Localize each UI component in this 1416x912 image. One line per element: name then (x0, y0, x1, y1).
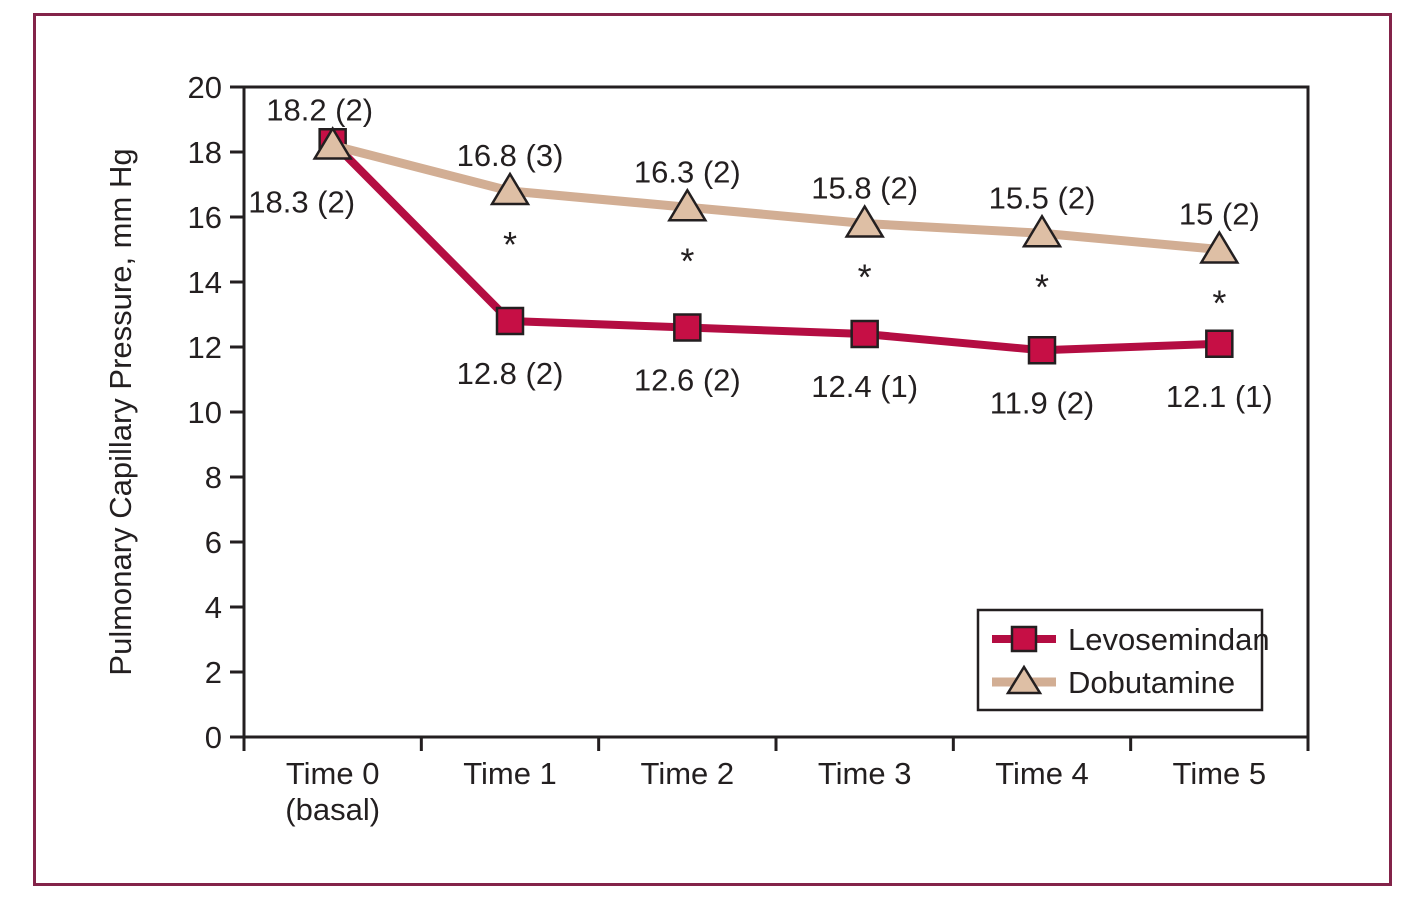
square-marker (673, 313, 702, 342)
significance-asterisk: * (680, 240, 694, 281)
significance-asterisk: * (503, 224, 517, 265)
y-tick-label: 14 (188, 265, 222, 300)
y-tick-label: 8 (205, 460, 222, 495)
y-tick-label: 12 (188, 330, 222, 365)
y-tick-label: 10 (188, 395, 222, 430)
point-label: 12.8 (2) (457, 356, 564, 391)
point-label: 15 (2) (1179, 197, 1260, 232)
point-label: 16.8 (3) (457, 138, 564, 173)
point-label: 11.9 (2) (990, 385, 1095, 420)
point-label: 18.2 (2) (266, 93, 373, 128)
legend-label-dobutamine: Dobutamine (1068, 665, 1235, 700)
x-category-label: Time 1 (463, 756, 557, 791)
y-tick-label: 2 (205, 655, 222, 690)
legend-square-marker (1010, 625, 1038, 653)
significance-asterisk: * (1035, 266, 1049, 307)
y-tick-label: 18 (188, 135, 222, 170)
square-marker (1205, 329, 1234, 358)
point-label: 18.3 (2) (248, 184, 355, 219)
point-label: 16.3 (2) (634, 154, 741, 189)
x-category-label: Time 3 (818, 756, 912, 791)
point-label: 12.4 (1) (811, 369, 918, 404)
square-marker (1027, 336, 1057, 365)
triangle-marker (489, 171, 531, 206)
significance-asterisk: * (1212, 283, 1226, 324)
point-label: 15.5 (2) (989, 180, 1096, 215)
x-category-label: Time 2 (641, 756, 735, 791)
square-marker (495, 306, 525, 336)
legend-triangle-marker (1005, 664, 1043, 695)
series-line-levosemindan (329, 139, 1220, 355)
x-category-label: Time 5 (1173, 756, 1267, 791)
x-category-label: (basal) (285, 792, 380, 827)
y-tick-label: 16 (188, 200, 222, 235)
significance-asterisk: * (858, 257, 872, 298)
y-tick-label: 0 (205, 720, 222, 755)
triangle-marker (1021, 213, 1063, 248)
point-label: 12.1 (1) (1166, 379, 1273, 414)
point-label: 15.8 (2) (811, 171, 918, 206)
y-tick-label: 4 (205, 590, 222, 625)
triangle-marker (844, 204, 885, 238)
point-label: 12.6 (2) (634, 363, 741, 398)
square-marker (850, 319, 879, 349)
triangle-marker (312, 126, 353, 160)
figure-frame-border (33, 13, 1392, 886)
legend-label-levosemindan: Levosemindan (1068, 622, 1270, 657)
triangle-marker (1199, 230, 1240, 264)
y-tick-label: 20 (188, 70, 222, 105)
x-category-label: Time 4 (995, 756, 1089, 791)
triangle-marker (667, 187, 708, 222)
y-tick-label: 6 (205, 525, 222, 560)
x-category-label: Time 0 (286, 756, 380, 791)
series-line-dobutamine (331, 141, 1220, 254)
y-axis-title: Pulmonary Capillary Pressure, mm Hg (103, 148, 138, 675)
